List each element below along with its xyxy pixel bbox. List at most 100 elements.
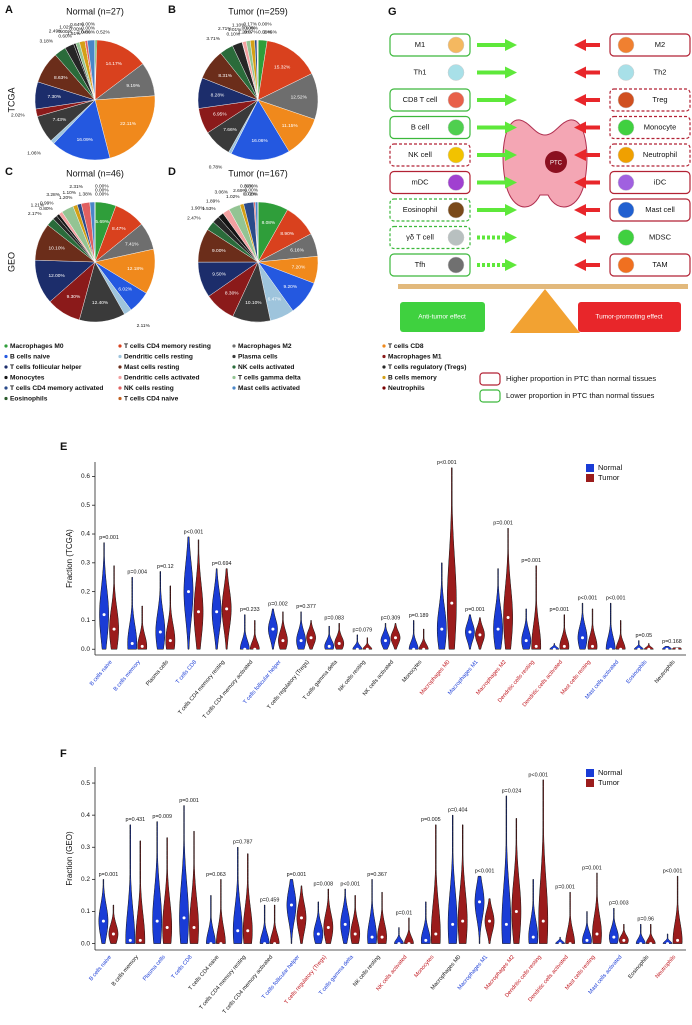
violin [278, 611, 288, 650]
violin [99, 542, 109, 650]
arrow-head [505, 259, 517, 271]
slice-label: 1.51% [67, 31, 81, 37]
x-tick-label: Neutrophils [654, 659, 677, 685]
violin [615, 620, 626, 650]
slice-label: 2.46% [263, 29, 277, 35]
violin [296, 885, 307, 944]
violin [592, 872, 602, 944]
slice-label: 14.17% [106, 61, 123, 67]
median-dot [665, 647, 669, 651]
slice-label: 9.00% [212, 248, 226, 254]
x-tick-label: B cells memory [111, 954, 140, 987]
cell-icon [447, 36, 465, 54]
violin [608, 908, 619, 944]
thyroid [502, 119, 588, 208]
slice-label: 1.06% [27, 151, 41, 157]
slice-label: 0.00% [58, 29, 72, 35]
node-label: M1 [415, 40, 425, 49]
violin [511, 818, 522, 944]
slice-label: 0.06% [244, 25, 258, 31]
chart-title: Normal (n=46) [66, 168, 124, 178]
p-value: p=0.001 [555, 885, 575, 891]
p-value: p<0.001 [578, 596, 598, 602]
legend-label: Dendritic cells activated [124, 374, 200, 381]
violin [635, 924, 646, 944]
median-dot [637, 647, 641, 651]
median-dot [353, 932, 357, 936]
violin [528, 879, 539, 944]
slice-label: 2.71% [218, 26, 232, 32]
pie-slice [257, 40, 313, 101]
arrow-head [574, 66, 586, 79]
slice-label: 2.47% [187, 216, 201, 222]
slice-label: 0.00% [95, 191, 109, 197]
p-value: p=0.001 [99, 872, 119, 878]
slice-label: 6.47% [268, 297, 282, 303]
legend-marker [232, 386, 236, 390]
x-tick-label: Macrophages M1 [447, 659, 479, 696]
cell-icon [617, 229, 635, 246]
x-tick-label: B cells naive [88, 954, 113, 982]
violin [239, 614, 250, 650]
node-label: M2 [655, 40, 665, 49]
slice-label: 10.10% [49, 245, 66, 251]
p-value: p<0.001 [606, 596, 626, 602]
violin [559, 614, 570, 650]
median-dot [676, 938, 680, 942]
legend-marker [382, 354, 386, 359]
median-dot [197, 610, 200, 614]
violin [152, 821, 162, 944]
p-value: p=0.001 [550, 607, 570, 613]
violin [605, 602, 616, 650]
median-dot [397, 942, 401, 946]
legend-label: T cells CD4 memory resting [124, 343, 211, 350]
p-value: p=0.01 [396, 910, 413, 916]
legend-label: Dendritic cells resting [124, 353, 193, 360]
legend-label: Higher proportion in PTC than normal tis… [506, 374, 656, 383]
p-value: p=0.001 [493, 521, 513, 527]
median-dot [215, 610, 219, 614]
legend-label: NK cells activated [238, 364, 294, 371]
legend-swatch [586, 474, 594, 482]
p-value: p=0.001 [99, 535, 119, 541]
slice-label: 11.15% [282, 123, 299, 129]
slice-label: 9.20% [284, 284, 298, 290]
slice-label: 1.02% [59, 25, 73, 31]
median-dot [365, 647, 369, 651]
median-dot [343, 922, 347, 926]
slice-label: 0.99% [40, 200, 54, 206]
p-value: p=0.002 [268, 601, 288, 607]
violin [179, 805, 189, 944]
slice-label: 2.49% [49, 29, 63, 35]
x-tick-label: Eosinophils [627, 954, 650, 980]
violin [259, 904, 270, 944]
slice-label: 0.00% [244, 187, 258, 193]
slice-label: 8.47% [112, 226, 126, 232]
median-dot [299, 916, 303, 920]
violin [538, 779, 549, 944]
median-dot [289, 903, 293, 907]
median-dot [101, 919, 105, 923]
y-tick-label: 0.1 [81, 617, 90, 624]
median-dot [541, 919, 545, 923]
median-dot [111, 932, 115, 936]
violin [474, 875, 485, 944]
slice-label: 12.52% [291, 95, 308, 101]
cell-icon [447, 146, 465, 164]
median-dot [412, 647, 416, 651]
thyroid-shape [502, 119, 588, 208]
arrow-head [505, 66, 517, 79]
legend-label: T cells CD8 [388, 343, 424, 350]
node-label: MDSC [649, 232, 672, 241]
violin [430, 824, 441, 944]
slice-label: 9.19% [126, 83, 140, 89]
arrow-head [574, 149, 586, 161]
median-dot [558, 942, 562, 946]
p-value: p=0.431 [125, 817, 145, 823]
x-tick-label: NK cells activated [375, 954, 408, 992]
slice-label: 3.28% [46, 192, 60, 198]
node-label: γδ T cell [406, 232, 434, 241]
violin [137, 605, 148, 650]
violin [618, 924, 629, 944]
median-dot [524, 639, 528, 643]
